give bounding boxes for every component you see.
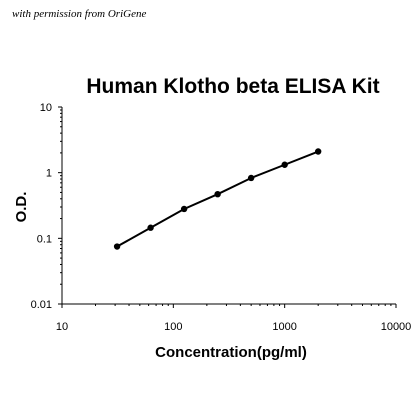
data-point: [113, 243, 121, 250]
data-point: [314, 148, 322, 155]
data-point: [214, 190, 221, 198]
axes: [61, 107, 396, 305]
x-ticks: 10 100 1000 10000: [56, 304, 411, 333]
x-tick-label: 100: [164, 321, 182, 333]
permission-note: with permission from OriGene: [12, 8, 147, 20]
y-tick-label: 1: [46, 168, 52, 180]
chart-title: Human Klotho beta ELISA Kit: [86, 75, 379, 98]
data-point: [180, 205, 188, 213]
data-point: [247, 174, 255, 182]
y-tick-label: 0.1: [37, 233, 52, 245]
data-point: [147, 224, 154, 231]
y-axis-label: O.D.: [13, 192, 30, 223]
data-series: [113, 148, 322, 250]
data-point: [281, 161, 288, 168]
series-line: [116, 150, 319, 248]
x-axis-label: Concentration(pg/ml): [155, 344, 307, 361]
y-ticks: 0.01 0.1 1 10: [31, 102, 62, 311]
x-tick-label: 10000: [381, 321, 412, 333]
x-tick-label: 10: [56, 321, 68, 333]
y-tick-label: 0.01: [31, 299, 52, 311]
x-tick-label: 1000: [272, 321, 296, 333]
y-tick-label: 10: [40, 102, 52, 114]
